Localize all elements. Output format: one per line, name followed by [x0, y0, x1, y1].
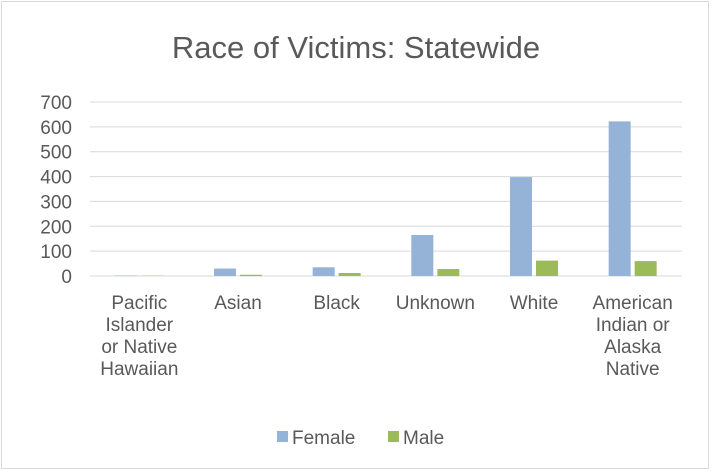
y-tick-label: 100 [40, 242, 72, 263]
y-tick-label: 500 [40, 143, 72, 164]
gridlines [90, 101, 682, 277]
y-tick-label: 0 [61, 267, 72, 288]
bar-female-5 [608, 121, 631, 276]
bar-male-4 [536, 260, 558, 276]
bar-male-2 [338, 273, 361, 276]
legend-swatch-male [388, 431, 399, 442]
y-tick-label: 700 [40, 93, 72, 114]
legend: Female Male [277, 428, 444, 449]
x-axis-ticks: Pacific Islander or Native Hawaiian Asian Bla… [100, 293, 673, 380]
x-tick-label: Black [313, 293, 360, 314]
x-tick-label: Pacific Islander or Native Hawaiian [100, 293, 178, 380]
y-tick-label: 400 [40, 168, 72, 189]
bars [115, 121, 657, 276]
legend-label-male: Male [403, 428, 444, 449]
bar-female-4 [510, 177, 532, 276]
x-tick-label: American Indian or Alaska Native [593, 293, 673, 380]
chart-title: Race of Victims: Statewide [172, 30, 540, 65]
bar-male-3 [437, 269, 460, 276]
legend-swatch-female [277, 431, 288, 442]
bar-female-1 [214, 268, 236, 276]
legend-label-female: Female [292, 428, 355, 449]
x-tick-label: White [510, 293, 559, 314]
y-tick-label: 200 [40, 217, 72, 238]
x-tick-label: Unknown [396, 293, 475, 314]
x-tick-label: Asian [214, 293, 262, 314]
y-axis-ticks: 0 100 200 300 400 500 600 700 [40, 93, 72, 288]
bar-male-5 [634, 261, 657, 276]
y-tick-label: 600 [40, 118, 72, 139]
bar-male-1 [240, 274, 262, 276]
bar-female-2 [312, 267, 335, 276]
y-tick-label: 300 [40, 192, 72, 213]
bar-female-3 [411, 234, 434, 276]
